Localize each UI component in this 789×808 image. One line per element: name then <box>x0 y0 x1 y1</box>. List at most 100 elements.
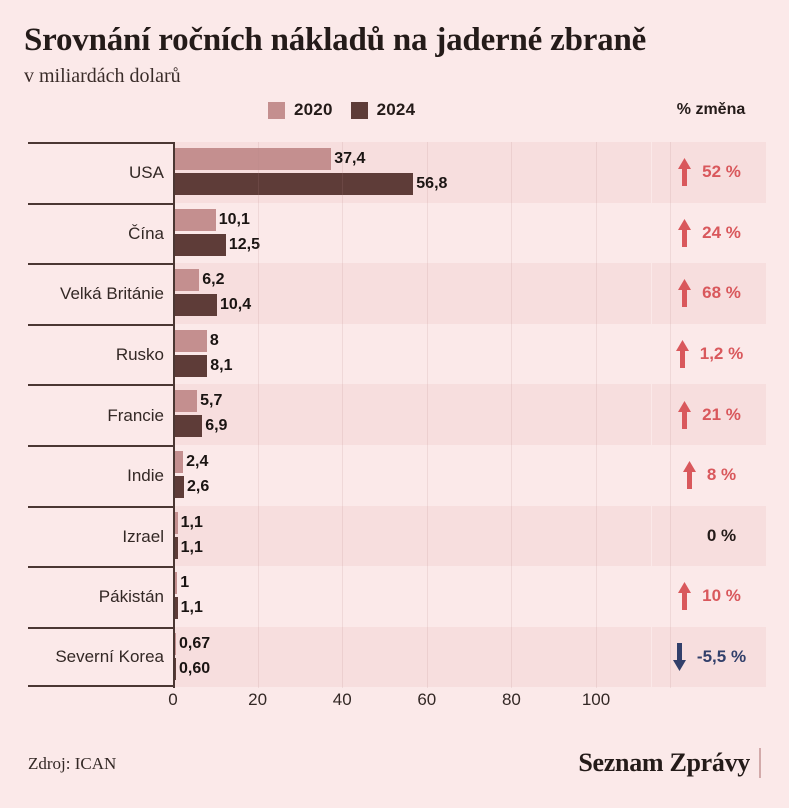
bar-group-2020: 1,1 <box>173 511 203 534</box>
legend-item-2020: 2020 <box>268 100 333 120</box>
bar-value-label: 2,4 <box>186 452 209 470</box>
category-label: Velká Británie <box>60 284 164 304</box>
bar-cell: 37,4 56,8 <box>173 142 651 203</box>
bar-2020 <box>173 329 207 352</box>
category-label-cell: USA <box>28 142 173 203</box>
pct-change-value: 8 % <box>706 465 737 485</box>
bar-group-2024: 1,1 <box>173 597 203 620</box>
chart-rows: USA 37,4 56,8 52 % Čína 10,1 12,5 24 % Velká Bri… <box>28 142 766 688</box>
bar-cell: 2,4 2,6 <box>173 445 651 506</box>
chart-row: USA 37,4 56,8 52 % <box>28 142 766 203</box>
category-label-cell: Indie <box>28 444 173 506</box>
category-label-cell: Francie <box>28 384 173 445</box>
bar-value-label: 0,67 <box>179 634 211 652</box>
bar-2024 <box>173 354 208 377</box>
x-axis-tick-label: 20 <box>248 690 268 709</box>
chart-row: Pákistán 1 1,1 10 % <box>28 566 766 627</box>
y-axis-line <box>173 142 175 688</box>
bar-2020 <box>173 450 184 473</box>
chart-row: Severní Korea 0,67 0,60 -5,5 % <box>28 626 766 688</box>
bar-group-2024: 2,6 <box>173 475 210 498</box>
bar-2020 <box>173 511 178 534</box>
chart-row: Francie 5,7 6,9 21 % <box>28 384 766 445</box>
bar-group-2020: 1 <box>173 572 190 595</box>
pct-change-cell: -5,5 % <box>652 626 766 688</box>
arrow-up-icon <box>678 400 692 429</box>
pct-change-value: 52 % <box>702 162 741 182</box>
category-label: Izrael <box>122 526 164 546</box>
bar-value-label: 8 <box>209 331 219 349</box>
bar-2024 <box>173 536 178 559</box>
bar-value-label: 2,6 <box>186 477 210 495</box>
bar-value-label: 6,9 <box>205 417 228 435</box>
bar-2020 <box>173 390 198 413</box>
bar-2024 <box>173 415 203 438</box>
pct-change-value: 24 % <box>702 222 741 242</box>
legend-label-2024: 2024 <box>376 100 416 119</box>
bar-group-2024: 0,60 <box>173 657 210 680</box>
chart-legend: 2020 2024 <box>268 100 415 120</box>
pct-change-cell: 52 % <box>652 142 766 203</box>
chart-plot-area: USA 37,4 56,8 52 % Čína 10,1 12,5 24 % Velká Bri… <box>28 142 766 690</box>
source-credit: Zdroj: ICAN <box>28 754 117 773</box>
pct-change-cell: 21 % <box>652 384 766 445</box>
arrow-up-icon <box>682 461 696 490</box>
bar-value-label: 12,5 <box>228 235 261 253</box>
legend-swatch-icon-2024 <box>350 101 368 119</box>
pct-change-value: 10 % <box>702 586 741 606</box>
bar-group-2024: 12,5 <box>173 233 261 256</box>
category-label: Rusko <box>115 345 164 365</box>
bar-value-label: 10,1 <box>218 210 250 228</box>
category-label-cell: Čína <box>28 202 173 264</box>
pct-column-gridline <box>670 142 671 688</box>
bar-group-2024: 10,4 <box>173 294 251 317</box>
arrow-up-icon <box>678 158 692 187</box>
bar-cell: 0,67 0,60 <box>173 626 651 688</box>
bar-cell: 10,1 12,5 <box>173 203 651 264</box>
bar-2024 <box>173 597 178 620</box>
x-axis-tick-label: 0 <box>168 690 178 709</box>
x-axis-tick-label: 100 <box>581 690 611 709</box>
bar-group-2024: 1,1 <box>173 536 203 559</box>
bar-group-2020: 37,4 <box>173 148 365 170</box>
chart-footer: Zdroj: ICAN Seznam Zprávy <box>0 748 789 788</box>
bar-value-label: 1 <box>180 574 190 592</box>
pct-change-value: 68 % <box>702 283 741 303</box>
pct-change-value: 21 % <box>702 404 741 424</box>
page-title: Srovnání ročních nákladů na jaderné zbra… <box>24 22 647 58</box>
bar-2020 <box>173 208 216 231</box>
bar-group-2020: 5,7 <box>173 390 223 413</box>
pct-change-cell: 8 % <box>652 445 766 506</box>
chart-row: Velká Británie 6,2 10,4 68 % <box>28 263 766 324</box>
pct-change-cell: 0 % <box>652 505 766 567</box>
bar-value-label: 1,1 <box>180 513 203 531</box>
bar-2020 <box>173 572 178 595</box>
x-axis: 0 20 40 60 80 100 <box>28 690 766 720</box>
category-label: Severní Korea <box>55 647 164 667</box>
legend-row: 2020 2024 % změna <box>0 100 789 128</box>
arrow-down-icon <box>672 643 686 672</box>
bar-group-2024: 56,8 <box>173 173 447 195</box>
pct-change-value: 1,2 % <box>699 344 744 364</box>
bar-cell: 1,1 1,1 <box>173 505 651 567</box>
bar-group-2020: 8 <box>173 329 219 352</box>
chart-row: Čína 10,1 12,5 24 % <box>28 202 766 264</box>
arrow-up-icon <box>678 218 692 247</box>
bar-2024 <box>173 173 414 195</box>
bar-value-label: 1,1 <box>180 538 203 556</box>
bar-value-label: 5,7 <box>200 392 223 410</box>
bar-value-label: 56,8 <box>416 175 448 192</box>
bar-2024 <box>173 294 217 317</box>
category-label-cell: Izrael <box>28 505 173 567</box>
arrow-up-icon <box>678 279 692 308</box>
bar-2024 <box>173 475 184 498</box>
arrow-up-icon <box>675 340 689 369</box>
category-label: Pákistán <box>98 587 164 607</box>
bar-value-label: 6,2 <box>202 271 225 289</box>
arrow-up-icon <box>678 582 692 611</box>
chart-row: Rusko 8 8,1 1,2 % <box>28 323 766 385</box>
bar-cell: 8 8,1 <box>173 324 651 385</box>
x-axis-tick-label: 80 <box>501 690 521 709</box>
bar-cell: 1 1,1 <box>173 566 651 627</box>
bar-2020 <box>173 269 200 292</box>
